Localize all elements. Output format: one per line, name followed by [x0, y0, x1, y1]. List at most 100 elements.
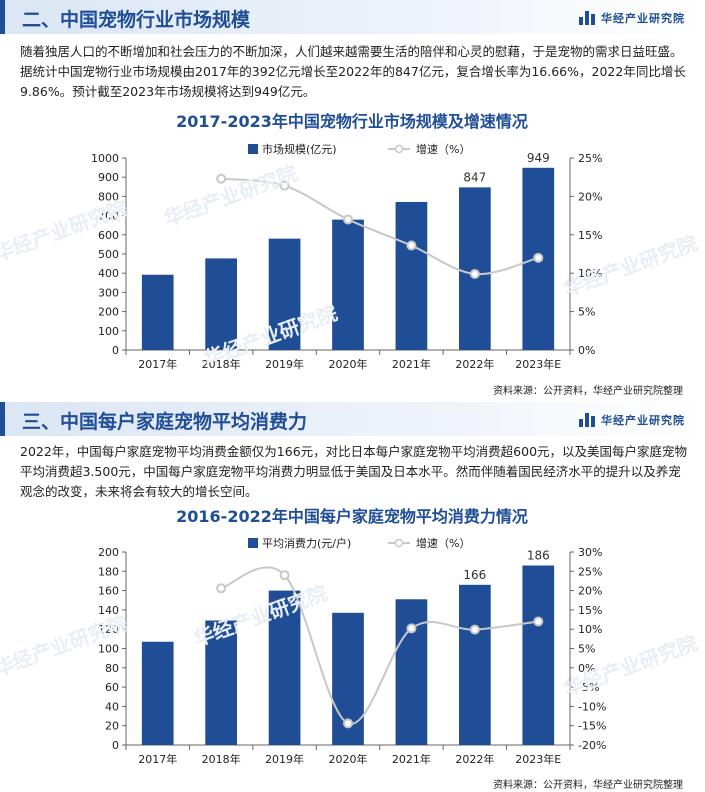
- section-header-household-spending: 三、中国每户家庭宠物平均消费力 华经产业研究院: [0, 402, 705, 436]
- legend-bar-label: 平均消费力(元/户): [262, 536, 351, 550]
- brand-logo: 华经产业研究院: [579, 411, 685, 429]
- x-tick-label: 2022年: [455, 752, 494, 766]
- y-left-tick-label: 200: [98, 306, 119, 319]
- x-tick-label: 2017年: [138, 357, 177, 371]
- legend-bar-swatch: [248, 538, 258, 548]
- bar: [141, 274, 174, 350]
- section-title: 二、中国宠物行业市场规模: [22, 9, 251, 31]
- bar-data-label: 847: [463, 170, 486, 184]
- y-left-tick-label: 700: [98, 210, 119, 223]
- x-tick-label: 2018年: [202, 357, 241, 371]
- bar: [395, 201, 428, 350]
- bar: [205, 258, 237, 350]
- chart-title: 2016-2022年中国每户家庭宠物平均消费力情况: [176, 507, 528, 526]
- y-left-tick-label: 20: [105, 720, 119, 733]
- brand-bars-icon: [579, 11, 595, 25]
- section-accent-bar: [0, 0, 5, 34]
- y-left-tick-label: 80: [105, 662, 119, 675]
- x-tick-label: 2020年: [329, 752, 368, 766]
- y-right-tick-label: 15%: [578, 604, 602, 617]
- bar: [141, 641, 174, 745]
- x-tick-label: 2021年: [392, 752, 431, 766]
- growth-rate-point: [406, 240, 417, 251]
- y-right-tick-label: 10%: [578, 267, 602, 280]
- growth-rate-point: [216, 583, 227, 594]
- legend-line-label: 增速（%）: [416, 536, 470, 550]
- bar: [332, 219, 364, 350]
- growth-rate-line: [221, 177, 539, 276]
- y-right-tick-label: 0%: [578, 344, 595, 357]
- brand-name: 华经产业研究院: [601, 414, 685, 427]
- y-left-tick-label: 160: [98, 585, 119, 598]
- brand-name: 华经产业研究院: [601, 12, 685, 25]
- growth-rate-point: [533, 252, 544, 263]
- growth-rate-point: [343, 718, 353, 729]
- y-right-tick-label: 20%: [578, 190, 602, 203]
- growth-rate-point: [216, 173, 227, 184]
- y-left-tick-label: 500: [98, 248, 119, 261]
- y-left-tick-label: 140: [98, 604, 119, 617]
- y-left-tick-label: 800: [98, 190, 119, 203]
- y-left-tick-label: 40: [105, 700, 119, 713]
- bar: [459, 187, 491, 350]
- y-right-tick-label: -10%: [578, 700, 606, 713]
- y-right-tick-label: -15%: [578, 720, 606, 733]
- brand-logo: 华经产业研究院: [579, 9, 685, 27]
- chart-title: 2017-2023年中国宠物行业市场规模及增速情况: [176, 112, 528, 131]
- x-tick-label: 2020年: [329, 357, 368, 371]
- growth-rate-point: [279, 570, 290, 581]
- y-left-tick-label: 900: [98, 171, 119, 184]
- y-right-tick-label: 15%: [578, 229, 602, 242]
- y-right-tick-label: 0%: [578, 662, 595, 675]
- growth-rate-point: [343, 214, 353, 225]
- legend-line-marker: [394, 144, 404, 154]
- bar: [459, 584, 491, 745]
- y-left-tick-label: 100: [98, 643, 119, 656]
- bar: [395, 599, 428, 745]
- source-note: 资料来源：公开资料，华经产业研究院整理: [493, 386, 683, 397]
- x-tick-label: 2022年: [455, 357, 494, 371]
- y-left-tick-label: 120: [98, 623, 119, 636]
- x-tick-label: 2023年E: [515, 752, 561, 766]
- x-tick-label: 2021年: [392, 357, 431, 371]
- y-right-tick-label: 20%: [578, 585, 602, 598]
- growth-rate-point: [469, 624, 480, 635]
- y-left-tick-label: 0: [112, 344, 119, 357]
- y-left-tick-label: 100: [98, 325, 119, 338]
- growth-rate-point: [469, 268, 480, 279]
- household-spending-paragraph: 2022年，中国每户家庭宠物平均消费金额仅为166元，对比日本每户家庭宠物平均消…: [20, 444, 688, 499]
- bar: [268, 238, 301, 350]
- y-right-tick-label: -5%: [578, 681, 599, 694]
- y-left-tick-label: 0: [112, 739, 119, 752]
- section-header-market-size: 二、中国宠物行业市场规模 华经产业研究院: [0, 0, 705, 34]
- source-note: 资料来源：公开资料，华经产业研究院整理: [493, 780, 683, 791]
- x-tick-label: 2019年: [265, 752, 304, 766]
- y-left-tick-label: 200: [98, 546, 119, 559]
- y-left-tick-label: 1000: [91, 152, 119, 165]
- y-right-tick-label: 10%: [578, 623, 602, 636]
- y-left-tick-label: 300: [98, 286, 119, 299]
- y-right-tick-label: 5%: [578, 643, 595, 656]
- y-right-tick-label: 5%: [578, 306, 595, 319]
- legend-bar-swatch: [248, 144, 258, 154]
- legend-bar-label: 市场规模(亿元): [262, 142, 337, 156]
- y-left-tick-label: 400: [98, 267, 119, 280]
- bar: [522, 565, 555, 745]
- y-left-tick-label: 60: [105, 681, 119, 694]
- growth-rate-point: [533, 616, 544, 627]
- section-accent-bar: [0, 402, 5, 436]
- market-size-paragraph: 随着独居人口的不断增加和社会压力的不断加深，人们越来越需要生活的陪伴和心灵的慰藉…: [20, 44, 686, 99]
- bar-data-label: 166: [463, 568, 486, 582]
- growth-rate-point: [406, 623, 417, 634]
- bar: [205, 620, 237, 745]
- growth-rate-point: [279, 180, 290, 191]
- bar-data-label: 186: [527, 549, 550, 563]
- bar: [268, 590, 301, 745]
- legend-line-label: 增速（%）: [416, 142, 470, 156]
- legend-line-marker: [394, 538, 404, 548]
- y-left-tick-label: 600: [98, 229, 119, 242]
- x-tick-label: 2019年: [265, 357, 304, 371]
- y-right-tick-label: -20%: [578, 739, 606, 752]
